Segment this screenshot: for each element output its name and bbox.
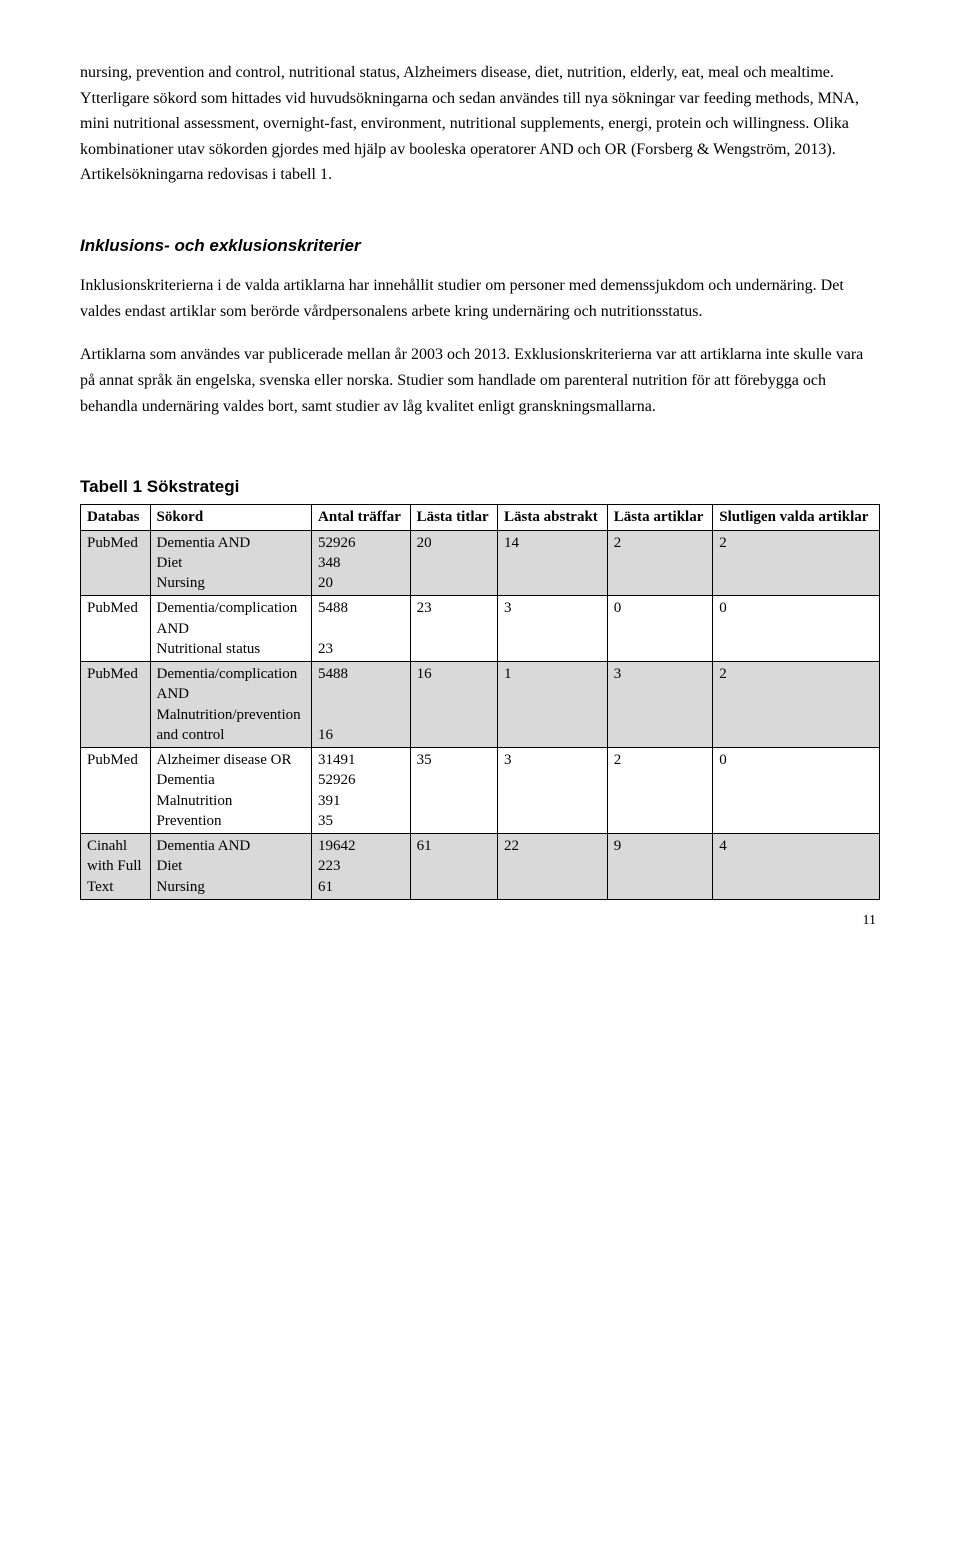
cell-sokord: Dementia/complication AND Nutritional st… bbox=[150, 596, 312, 662]
cell-titlar: 35 bbox=[410, 748, 497, 834]
col-abstrakt: Lästa abstrakt bbox=[498, 505, 608, 530]
col-titlar: Lästa titlar bbox=[410, 505, 497, 530]
cell-lasta: 2 bbox=[607, 530, 712, 596]
cell-lasta: 3 bbox=[607, 662, 712, 748]
cell-lasta: 2 bbox=[607, 748, 712, 834]
cell-databas: PubMed bbox=[81, 530, 151, 596]
cell-titlar: 16 bbox=[410, 662, 497, 748]
cell-sokord: Dementia AND Diet Nursing bbox=[150, 834, 312, 900]
cell-valda: 2 bbox=[713, 662, 880, 748]
cell-databas: Cinahl with Full Text bbox=[81, 834, 151, 900]
section-heading-inclusion: Inklusions- och exklusionskriterier bbox=[80, 232, 880, 259]
inclusion-paragraph-2: Artiklarna som användes var publicerade … bbox=[80, 342, 880, 419]
cell-sokord: Dementia/complication AND Malnutrition/p… bbox=[150, 662, 312, 748]
cell-titlar: 61 bbox=[410, 834, 497, 900]
table-row: PubMedDementia/complication AND Nutritio… bbox=[81, 596, 880, 662]
cell-abstrakt: 1 bbox=[498, 662, 608, 748]
table-row: PubMedDementia AND Diet Nursing52926 348… bbox=[81, 530, 880, 596]
col-antal: Antal träffar bbox=[312, 505, 411, 530]
cell-valda: 0 bbox=[713, 748, 880, 834]
cell-antal: 5488 23 bbox=[312, 596, 411, 662]
table-header-row: Databas Sökord Antal träffar Lästa titla… bbox=[81, 505, 880, 530]
intro-paragraph: nursing, prevention and control, nutriti… bbox=[80, 60, 880, 188]
table-row: PubMedAlzheimer disease OR Dementia Maln… bbox=[81, 748, 880, 834]
table-heading: Tabell 1 Sökstrategi bbox=[80, 473, 880, 500]
cell-abstrakt: 3 bbox=[498, 596, 608, 662]
cell-valda: 0 bbox=[713, 596, 880, 662]
cell-valda: 2 bbox=[713, 530, 880, 596]
cell-antal: 31491 52926 391 35 bbox=[312, 748, 411, 834]
cell-databas: PubMed bbox=[81, 662, 151, 748]
col-valda: Slutligen valda artiklar bbox=[713, 505, 880, 530]
cell-titlar: 20 bbox=[410, 530, 497, 596]
cell-databas: PubMed bbox=[81, 596, 151, 662]
search-strategy-table: Databas Sökord Antal träffar Lästa titla… bbox=[80, 504, 880, 900]
col-sokord: Sökord bbox=[150, 505, 312, 530]
cell-lasta: 9 bbox=[607, 834, 712, 900]
cell-abstrakt: 22 bbox=[498, 834, 608, 900]
cell-antal: 5488 16 bbox=[312, 662, 411, 748]
cell-sokord: Alzheimer disease OR Dementia Malnutriti… bbox=[150, 748, 312, 834]
cell-titlar: 23 bbox=[410, 596, 497, 662]
cell-sokord: Dementia AND Diet Nursing bbox=[150, 530, 312, 596]
inclusion-paragraph-1: Inklusionskriterierna i de valda artikla… bbox=[80, 273, 880, 324]
col-lasta: Lästa artiklar bbox=[607, 505, 712, 530]
table-row: PubMedDementia/complication AND Malnutri… bbox=[81, 662, 880, 748]
page-number: 11 bbox=[80, 910, 880, 932]
cell-antal: 19642 223 61 bbox=[312, 834, 411, 900]
cell-lasta: 0 bbox=[607, 596, 712, 662]
cell-valda: 4 bbox=[713, 834, 880, 900]
cell-abstrakt: 3 bbox=[498, 748, 608, 834]
col-databas: Databas bbox=[81, 505, 151, 530]
table-row: Cinahl with Full TextDementia AND Diet N… bbox=[81, 834, 880, 900]
cell-databas: PubMed bbox=[81, 748, 151, 834]
cell-antal: 52926 348 20 bbox=[312, 530, 411, 596]
cell-abstrakt: 14 bbox=[498, 530, 608, 596]
